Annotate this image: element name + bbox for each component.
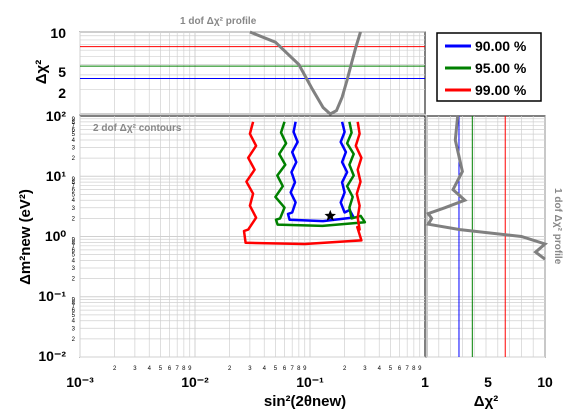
- y-minor-tick-label: 8: [72, 240, 76, 246]
- y-tick-1e-1: 10⁻¹: [38, 288, 66, 304]
- x-minor-tick-label: 4: [263, 366, 267, 372]
- top-y-tick-5: 5: [58, 64, 66, 80]
- minor-tick-labels: 2 3 4 5 6 7 8 9 2 3 4 5 6 7 8 9 2 3 4 5 6 7 8 92345678923456789…: [72, 117, 422, 372]
- y-minor-tick-label: 7: [72, 244, 76, 250]
- x-minor-tick-label: 2: [343, 366, 347, 372]
- top-profile-note: 1 dof Δχ² profile: [180, 16, 257, 27]
- x-minor-tick-label: 5: [159, 366, 163, 372]
- y-minor-tick-label: 5: [72, 253, 76, 259]
- y-minor-tick-label: 9: [72, 237, 76, 243]
- y-minor-tick-label: 7: [72, 184, 76, 190]
- y-minor-tick-label: 4: [72, 198, 76, 204]
- x-minor-tick-label: 9: [303, 366, 307, 372]
- y-minor-tick-label: 6: [72, 248, 76, 254]
- x-minor-tick-label: 9: [188, 366, 192, 372]
- x-minor-tick-label: 7: [406, 366, 410, 372]
- x-axis-title: sin²(2θnew): [264, 393, 346, 410]
- y-minor-tick-label: 5: [72, 192, 76, 198]
- top-profile-frame: [79, 31, 426, 115]
- x-minor-tick-label: 6: [283, 366, 287, 372]
- y-minor-tick-label: 4: [72, 138, 76, 144]
- y-minor-tick-label: 8: [72, 301, 76, 307]
- y-minor-tick-label: 2: [72, 337, 76, 343]
- y-minor-tick-label: 6: [72, 308, 76, 314]
- y-minor-tick-label: 3: [72, 146, 76, 152]
- y-minor-tick-label: 4: [72, 258, 76, 264]
- best-fit-star: [324, 209, 336, 221]
- x-minor-tick-label: 3: [363, 366, 367, 372]
- y-minor-tick-label: 3: [72, 206, 76, 212]
- y-minor-tick-label: 8: [72, 180, 76, 186]
- y-minor-tick-label: 2: [72, 216, 76, 222]
- side-x-tick-5: 5: [484, 374, 492, 390]
- y-minor-tick-label: 9: [72, 298, 76, 304]
- y-minor-tick-label: 9: [72, 117, 76, 123]
- grid-lines: [79, 31, 546, 358]
- y-minor-tick-label: 9: [72, 177, 76, 183]
- x-minor-tick-label: 3: [133, 366, 137, 372]
- x-minor-tick-label: 6: [168, 366, 172, 372]
- side-x-axis-title: Δχ²: [474, 393, 498, 410]
- y-minor-tick-label: 6: [72, 188, 76, 194]
- y-minor-tick-label: 2: [72, 156, 76, 162]
- y-minor-tick-label: 5: [72, 132, 76, 138]
- x-minor-tick-label: 5: [389, 366, 393, 372]
- y-tick-1e0: 10⁰: [45, 228, 67, 244]
- x-minor-tick-label: 4: [378, 366, 382, 372]
- x-tick-1e-2: 10⁻²: [181, 374, 209, 390]
- y-minor-tick-label: 7: [72, 123, 76, 129]
- x-tick-1e-1: 10⁻¹: [296, 374, 324, 390]
- contour-99: [242, 121, 363, 246]
- y-tick-1e-2: 10⁻²: [38, 348, 66, 364]
- legend-label-95: 95.00 %: [475, 60, 527, 76]
- x-minor-tick-label: 5: [274, 366, 278, 372]
- top-y-tick-2: 2: [58, 85, 66, 101]
- x-minor-tick-label: 2: [228, 366, 232, 372]
- x-minor-tick-label: 4: [148, 366, 152, 372]
- x-minor-tick-label: 7: [176, 366, 180, 372]
- y-minor-tick-label: 2: [72, 277, 76, 283]
- x-minor-tick-label: 6: [398, 366, 402, 372]
- contour-95: [274, 121, 367, 228]
- y-minor-tick-label: 7: [72, 304, 76, 310]
- y-axis-title: Δm²new (eV²): [17, 189, 34, 285]
- y-tick-1e1: 10¹: [46, 168, 67, 184]
- x-tick-1e-3: 10⁻³: [66, 374, 94, 390]
- top-y-axis-title: Δχ²: [33, 60, 50, 84]
- y-minor-tick-label: 8: [72, 120, 76, 126]
- x-tick-1: 1: [421, 374, 429, 390]
- legend-label-90: 90.00 %: [475, 38, 527, 54]
- x-minor-tick-label: 8: [182, 366, 186, 372]
- y-minor-tick-label: 3: [72, 266, 76, 272]
- x-minor-tick-label: 9: [418, 366, 422, 372]
- x-minor-tick-label: 8: [412, 366, 416, 372]
- legend-label-99: 99.00 %: [475, 82, 527, 98]
- contour-90: [286, 121, 355, 223]
- x-minor-tick-label: 2: [113, 366, 117, 372]
- side-x-tick-10: 10: [537, 374, 553, 390]
- curves: [80, 30, 549, 357]
- y-minor-tick-label: 4: [72, 319, 76, 325]
- x-minor-tick-label: 8: [297, 366, 301, 372]
- side-profile-note: 1 dof Δχ² profile: [552, 188, 563, 265]
- x-minor-tick-label: 7: [291, 366, 295, 372]
- y-tick-1e2: 10²: [46, 108, 67, 124]
- top-y-tick-10: 10: [50, 25, 66, 41]
- contour-note: 2 dof Δχ² contours: [93, 123, 182, 134]
- y-minor-tick-label: 5: [72, 313, 76, 319]
- y-minor-tick-label: 3: [72, 326, 76, 332]
- legend: 90.00 % 95.00 % 99.00 %: [436, 32, 542, 102]
- y-minor-tick-label: 6: [72, 127, 76, 133]
- top-profile-curve: [249, 30, 362, 116]
- side-profile-curve: [425, 115, 549, 261]
- x-minor-tick-label: 3: [248, 366, 252, 372]
